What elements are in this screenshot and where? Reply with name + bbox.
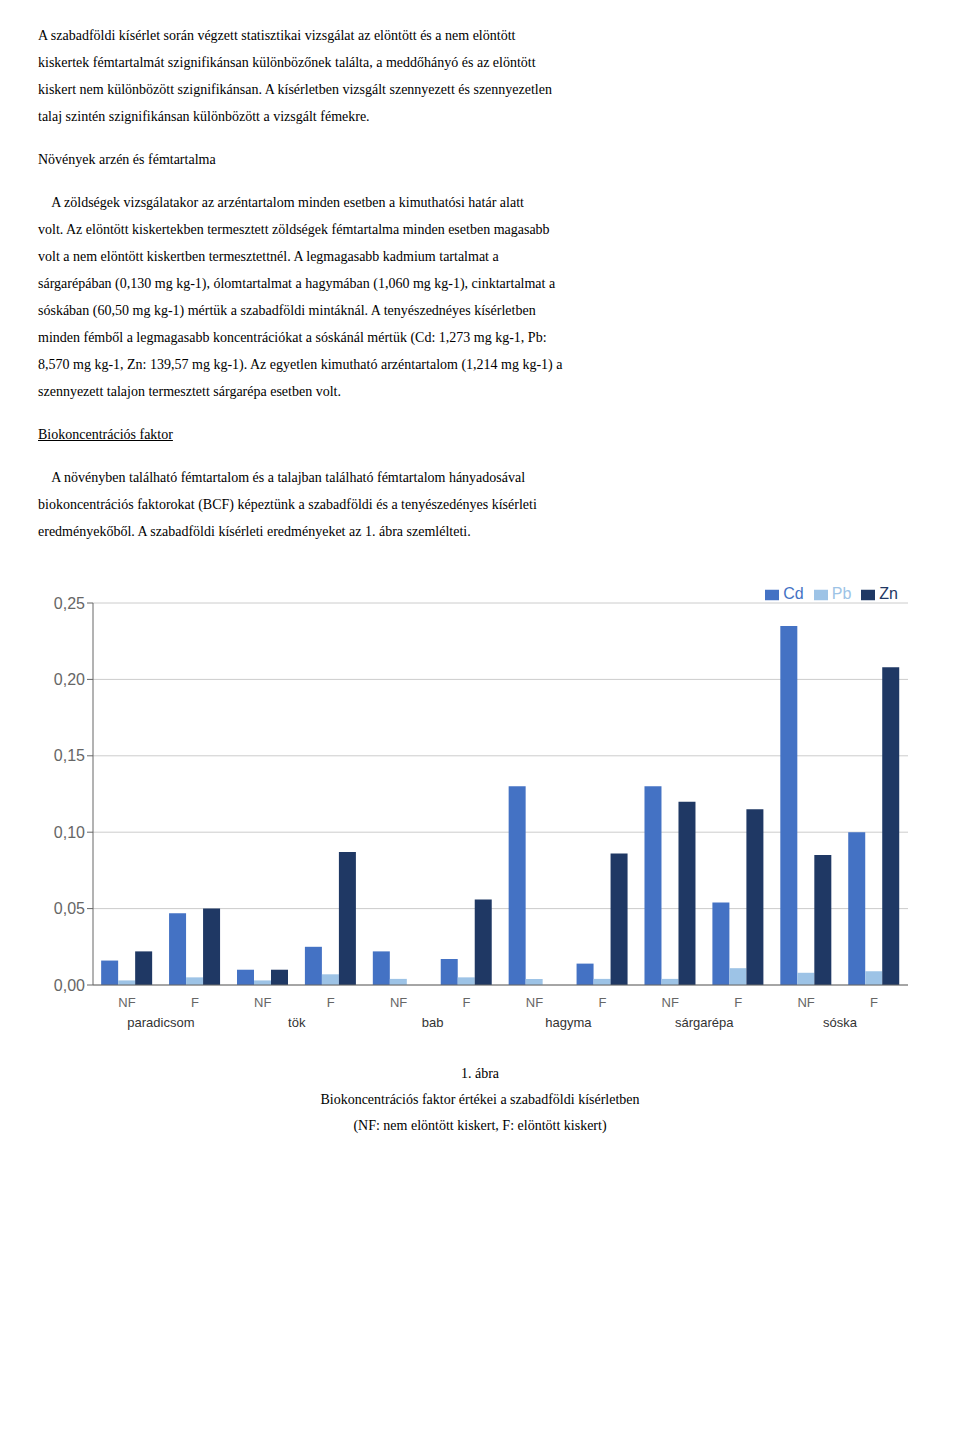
- svg-text:paradicsom: paradicsom: [127, 1015, 194, 1030]
- html-text:kiskert nem különbözött szigni: kiskert nem különbözött szignifikánsan. …: [38, 82, 552, 97]
- html-text:A szabadföldi kísérlet során v: A szabadföldi kísérlet során végzett sta…: [38, 28, 516, 43]
- svg-text:bab: bab: [422, 1015, 444, 1030]
- svg-text:0,15: 0,15: [54, 747, 85, 764]
- html-text:8,570 mg kg-1, Zn: 139,57 mg k: 8,570 mg kg-1, Zn: 139,57 mg kg-1). Az e…: [38, 357, 563, 372]
- svg-text:0,00: 0,00: [54, 977, 85, 994]
- svg-text:0,10: 0,10: [54, 824, 85, 841]
- html-text:Zn: Zn: [879, 585, 898, 602]
- svg-text:NF: NF: [662, 995, 679, 1010]
- svg-text:F: F: [463, 995, 471, 1010]
- svg-text:0,25: 0,25: [54, 595, 85, 612]
- svg-text:NF: NF: [390, 995, 407, 1010]
- svg-text:F: F: [191, 995, 199, 1010]
- html-text:minden fémből a legmagasabb ko: minden fémből a legmagasabb koncentráció…: [38, 330, 547, 345]
- svg-text:F: F: [327, 995, 335, 1010]
- html-text:biokoncentrációs faktorokat (B: biokoncentrációs faktorokat (BCF) képezt…: [38, 497, 537, 512]
- html-text:Biokoncentrációs faktor értéke: Biokoncentrációs faktor értékei a szabad…: [320, 1092, 640, 1107]
- html-text:sárgarépában (0,130 mg kg-1),: sárgarépában (0,130 mg kg-1), ólomtartal…: [38, 276, 556, 291]
- html-text:volt a nem elöntött kiskertben: volt a nem elöntött kiskertben termeszte…: [38, 249, 499, 264]
- svg-text:NF: NF: [797, 995, 814, 1010]
- svg-text:NF: NF: [254, 995, 271, 1010]
- html-text:talaj szintén szignifikánsan k: talaj szintén szignifikánsan különbözött…: [38, 109, 370, 124]
- svg-text:F: F: [870, 995, 878, 1010]
- html-text:Cd: Cd: [783, 585, 804, 602]
- svg-text:0,20: 0,20: [54, 671, 85, 688]
- html-text:Biokoncentrációs faktor: Biokoncentrációs faktor: [38, 427, 173, 442]
- html-text:kiskertek fémtartalmát szignif: kiskertek fémtartalmát szignifikánsan kü…: [38, 55, 536, 70]
- svg-text:0,05: 0,05: [54, 900, 85, 917]
- svg-text:NF: NF: [526, 995, 543, 1010]
- html-text:1. ábra: 1. ábra: [461, 1066, 499, 1081]
- html-text:A zöldségek vizsgálatakor az a: A zöldségek vizsgálatakor az arzéntartal…: [38, 195, 524, 210]
- svg-text:sárgarépa: sárgarépa: [675, 1015, 734, 1030]
- html-text:eredményekőből. A szabadföldi: eredményekőből. A szabadföldi kísérleti …: [38, 524, 471, 539]
- svg-text:F: F: [598, 995, 606, 1010]
- html-text:sóskában (60,50 mg kg-1) mértü: sóskában (60,50 mg kg-1) mértük a szabad…: [38, 303, 536, 318]
- html-text:(NF: nem elöntött kiskert, F:: (NF: nem elöntött kiskert, F: elöntött k…: [353, 1118, 607, 1133]
- svg-text:hagyma: hagyma: [545, 1015, 592, 1030]
- html-text:A növényben található fémtarta: A növényben található fémtartalom és a t…: [38, 470, 526, 485]
- html-text:Pb: Pb: [831, 585, 852, 602]
- html-text:szennyezett talajon termesztet: szennyezett talajon termesztett sárgarép…: [38, 384, 341, 399]
- html-text:Növények arzén és fémtartalma: Növények arzén és fémtartalma: [38, 152, 216, 167]
- svg-text:NF: NF: [118, 995, 135, 1010]
- svg-text:F: F: [734, 995, 742, 1010]
- html-text:volt. Az elöntött kiskertekben: volt. Az elöntött kiskertekben termeszte…: [38, 222, 550, 237]
- svg-text:tök: tök: [288, 1015, 306, 1030]
- svg-text:sóska: sóska: [823, 1015, 858, 1030]
